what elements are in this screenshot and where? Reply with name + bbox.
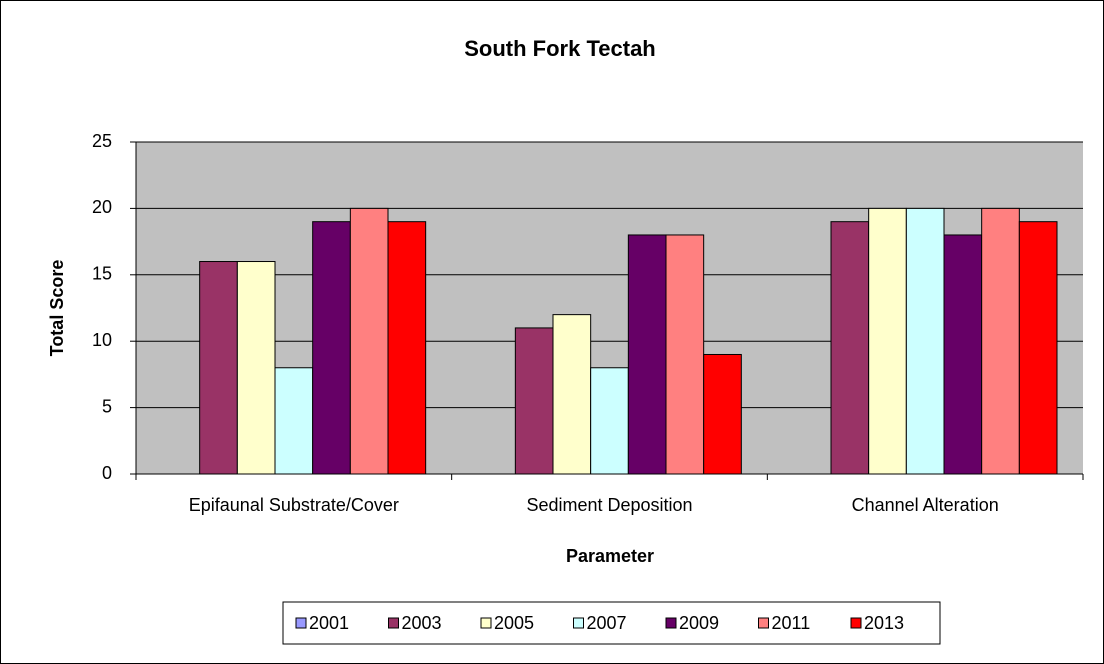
legend-swatch [480,617,492,629]
x-tick-label: Sediment Deposition [526,495,692,515]
bar [703,353,742,475]
bar [199,261,238,475]
bar [665,234,705,475]
bar [868,207,907,475]
bar [627,234,667,475]
y-tick-label: 20 [92,197,112,217]
bar [349,207,389,475]
bar [943,234,983,475]
legend-label: 2013 [864,613,904,633]
legend-swatch [573,617,584,629]
chart-title: South Fork Tectah [464,36,656,61]
bar [590,367,629,475]
bar [236,261,276,475]
y-tick-label: 5 [102,396,112,416]
x-tick-label: Epifaunal Substrate/Cover [189,495,399,515]
x-tick-label: Channel Alteration [852,495,999,515]
legend-label: 2007 [587,613,627,633]
legend-label: 2001 [309,613,349,633]
legend-swatch [758,617,769,629]
legend-label: 2011 [772,613,811,633]
bar [312,221,351,475]
legend-label: 2003 [402,613,442,633]
bar [552,314,592,475]
y-axis-label: Total Score [47,260,67,357]
legend-swatch [388,617,399,629]
y-tick-label: 15 [92,264,112,284]
y-tick-label: 10 [92,330,112,350]
bar [830,221,870,475]
x-axis-label: Parameter [566,546,654,566]
legend-swatch [665,617,677,629]
y-tick-label: 0 [102,463,112,483]
bar [387,221,427,475]
bar [274,367,314,475]
bar [1018,221,1058,475]
legend-swatch [850,617,862,629]
legend-label: 2009 [679,613,719,633]
legend-swatch [295,617,307,629]
legend-label: 2005 [494,613,534,633]
bar [514,327,554,475]
bar [905,207,945,475]
bar [981,207,1020,475]
y-tick-label: 25 [92,131,112,151]
